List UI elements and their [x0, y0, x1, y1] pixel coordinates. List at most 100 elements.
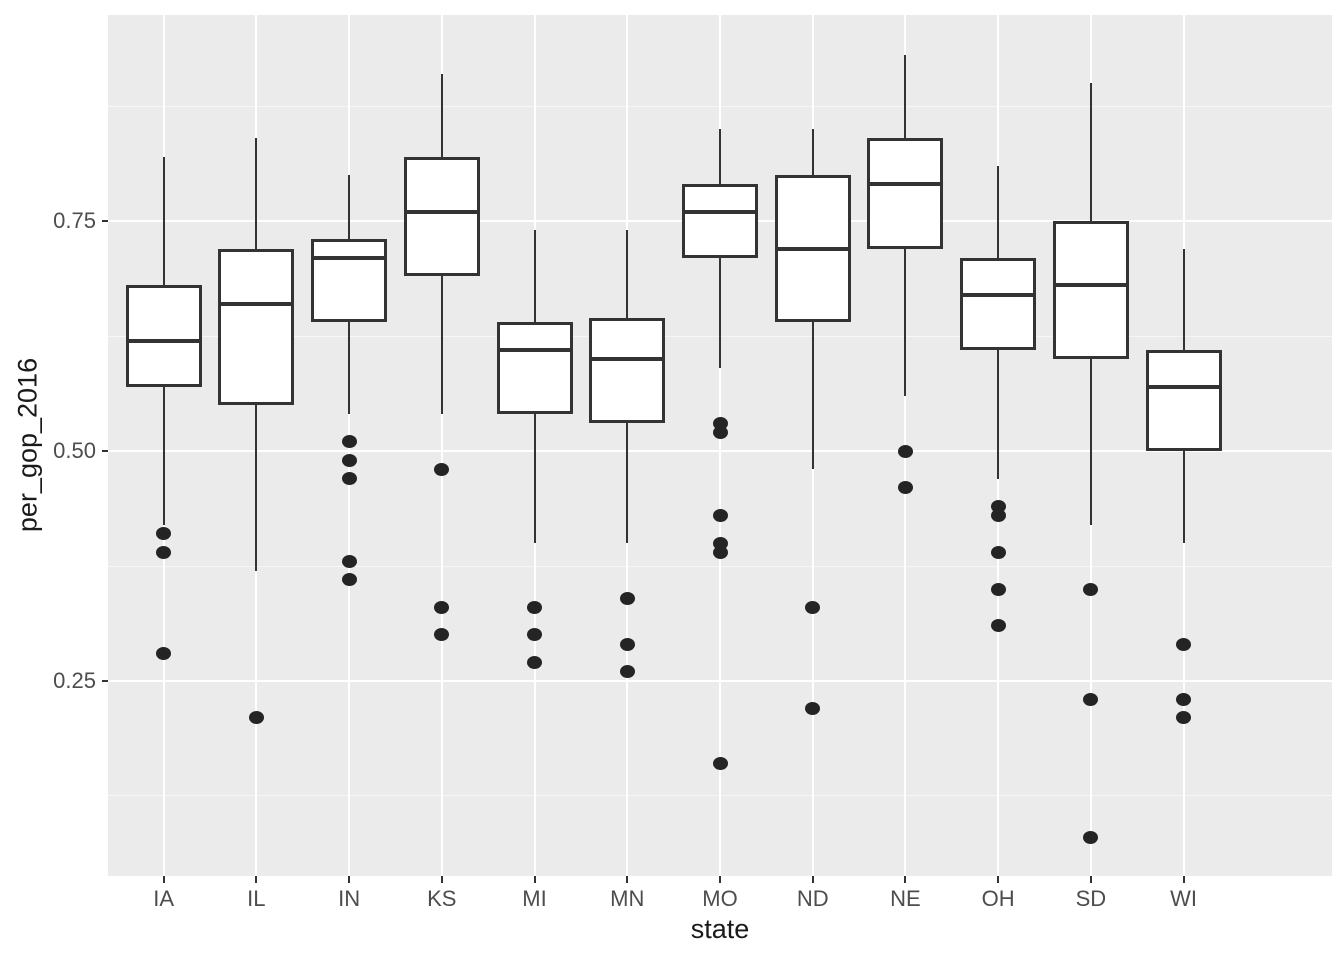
x-tick-label: IN — [338, 886, 361, 911]
upper-whisker — [811, 129, 814, 176]
y-tick-label: 0.50 — [53, 438, 96, 464]
upper-whisker — [904, 55, 907, 139]
lower-whisker — [719, 257, 721, 369]
lower-whisker — [255, 405, 258, 571]
y-tick-label: 0.75 — [53, 208, 96, 234]
x-tick-mark — [1089, 876, 1092, 883]
lower-whisker — [162, 386, 165, 525]
x-tick-mark — [719, 876, 721, 883]
lower-whisker — [626, 423, 629, 543]
box-iqr — [960, 257, 1037, 350]
outlier-point — [156, 527, 172, 541]
upper-whisker — [719, 129, 721, 185]
box-iqr — [403, 156, 480, 277]
category-gridline — [440, 15, 443, 876]
outlier-point — [341, 435, 357, 449]
outlier-point — [897, 444, 913, 458]
outlier-point — [1083, 830, 1099, 844]
outlier-point — [527, 600, 543, 614]
outlier-point — [156, 646, 172, 660]
outlier-point — [805, 600, 821, 614]
y-tick-mark — [102, 220, 108, 223]
median-line — [1148, 384, 1219, 389]
x-tick-label: ND — [796, 886, 829, 911]
median-line — [685, 209, 755, 214]
x-tick-mark — [255, 876, 258, 883]
box-iqr — [311, 239, 388, 323]
outlier-point — [527, 656, 543, 670]
lower-whisker — [1182, 451, 1185, 543]
upper-whisker — [348, 175, 351, 240]
median-line — [221, 301, 292, 306]
box-iqr — [867, 138, 944, 249]
upper-whisker — [162, 156, 165, 286]
upper-whisker — [440, 73, 443, 157]
x-tick-mark — [626, 876, 629, 883]
median-line — [128, 338, 199, 343]
lower-whisker — [997, 349, 1000, 479]
category-gridline — [719, 15, 721, 876]
x-tick-mark — [162, 876, 165, 883]
outlier-point — [712, 545, 728, 559]
outlier-point — [805, 702, 821, 716]
lower-whisker — [811, 322, 814, 470]
outlier-point — [990, 619, 1006, 633]
outlier-point — [990, 545, 1006, 559]
outlier-point — [248, 711, 264, 725]
outlier-point — [434, 462, 450, 476]
outlier-point — [897, 481, 913, 495]
outlier-point — [341, 472, 357, 486]
x-tick-label: IA — [153, 886, 175, 911]
median-line — [1055, 283, 1126, 288]
outlier-point — [341, 453, 357, 467]
x-tick-mark — [533, 876, 536, 883]
box-iqr — [218, 248, 295, 406]
x-tick-label: MO — [702, 886, 738, 911]
x-tick-label: SD — [1075, 886, 1107, 911]
box-iqr — [589, 317, 666, 424]
outlier-point — [341, 573, 357, 587]
outlier-point — [434, 628, 450, 642]
outlier-point — [434, 600, 450, 614]
x-tick-mark — [348, 876, 351, 883]
outlier-point — [712, 508, 728, 522]
outlier-point — [1176, 711, 1192, 725]
median-line — [870, 182, 941, 187]
outlier-point — [1176, 692, 1192, 706]
outlier-point — [156, 545, 172, 559]
x-tick-label: WI — [1170, 886, 1198, 911]
x-tick-mark — [997, 876, 1000, 883]
lower-whisker — [440, 276, 443, 415]
outlier-point — [1083, 582, 1099, 596]
x-tick-mark — [904, 876, 907, 883]
lower-whisker — [904, 248, 907, 396]
x-tick-mark — [440, 876, 443, 883]
upper-whisker — [1182, 248, 1185, 350]
median-line — [592, 357, 663, 362]
upper-whisker — [626, 230, 629, 318]
x-tick-label: OH — [981, 886, 1015, 911]
x-tick-label: KS — [427, 886, 457, 911]
outlier-point — [619, 665, 635, 679]
box-iqr — [1052, 221, 1129, 360]
outlier-point — [527, 628, 543, 642]
box-iqr — [682, 184, 758, 258]
outlier-point — [341, 554, 357, 568]
x-axis-title: state — [690, 914, 750, 944]
upper-whisker — [997, 165, 1000, 258]
box-iqr — [125, 285, 202, 387]
outlier-point — [712, 757, 728, 771]
upper-whisker — [1089, 83, 1092, 222]
median-line — [314, 255, 385, 260]
median-line — [777, 246, 848, 251]
x-tick-label: IL — [247, 886, 266, 911]
outlier-point — [990, 582, 1006, 596]
lower-whisker — [1089, 359, 1092, 525]
median-line — [499, 347, 570, 352]
median-line — [963, 292, 1034, 297]
upper-whisker — [533, 230, 536, 323]
lower-whisker — [348, 322, 351, 415]
outlier-point — [1176, 637, 1192, 651]
box-iqr — [1145, 349, 1222, 451]
